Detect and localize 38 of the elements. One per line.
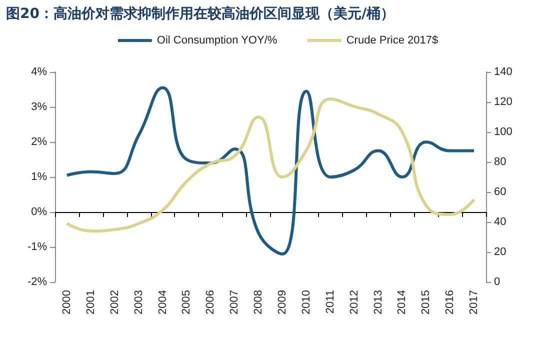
x-tick-label: 2017 — [468, 290, 480, 314]
y-tick-label: -1% — [27, 241, 48, 253]
y-tick-label: 2% — [31, 136, 48, 148]
y-tick-label: 3% — [31, 101, 48, 113]
legend-label: Oil Consumption YOY/% — [156, 34, 278, 46]
x-tick-label: 2004 — [156, 290, 169, 314]
x-tick-label: 2000 — [60, 290, 73, 314]
y2-tick-label: 140 — [494, 66, 512, 78]
x-tick-label: 2014 — [396, 290, 408, 314]
x-tick-label: 2016 — [444, 290, 456, 314]
y2-tick-label: 80 — [494, 156, 506, 168]
legend-label: Crude Price 2017$ — [346, 34, 438, 46]
chart-title: 图20：高油价对需求抑制作用在较高油价区间显现（美元/桶） — [5, 4, 396, 24]
x-tick-label: 2002 — [108, 290, 121, 314]
x-tick-label: 2006 — [204, 290, 217, 314]
y2-tick-label: 40 — [494, 216, 506, 228]
x-tick-label: 2007 — [228, 290, 241, 314]
y-tick-label: 1% — [31, 171, 48, 183]
y-tick-label: 4% — [31, 66, 48, 78]
y2-tick-label: 120 — [494, 96, 512, 108]
x-tick-label: 2009 — [276, 290, 288, 314]
line-series — [65, 98, 476, 232]
y2-tick-label: 60 — [494, 186, 506, 198]
x-tick-label: 2010 — [300, 290, 312, 314]
y-tick-label: 0% — [31, 206, 48, 218]
y2-tick-label: 0 — [494, 276, 500, 288]
x-tick-label: 2013 — [372, 290, 384, 314]
x-tick-label: 2003 — [132, 290, 145, 314]
x-tick-label: 2005 — [180, 290, 193, 314]
x-tick-label: 2001 — [84, 290, 97, 314]
line-series — [65, 86, 476, 256]
y2-tick-label: 20 — [494, 246, 506, 258]
x-tick-label: 2011 — [324, 290, 336, 314]
y2-tick-label: 100 — [494, 126, 512, 138]
x-tick-label: 2008 — [252, 290, 265, 314]
x-tick-label: 2012 — [348, 290, 360, 314]
y-tick-label: -2% — [27, 276, 48, 288]
x-tick-label: 2015 — [420, 290, 432, 314]
